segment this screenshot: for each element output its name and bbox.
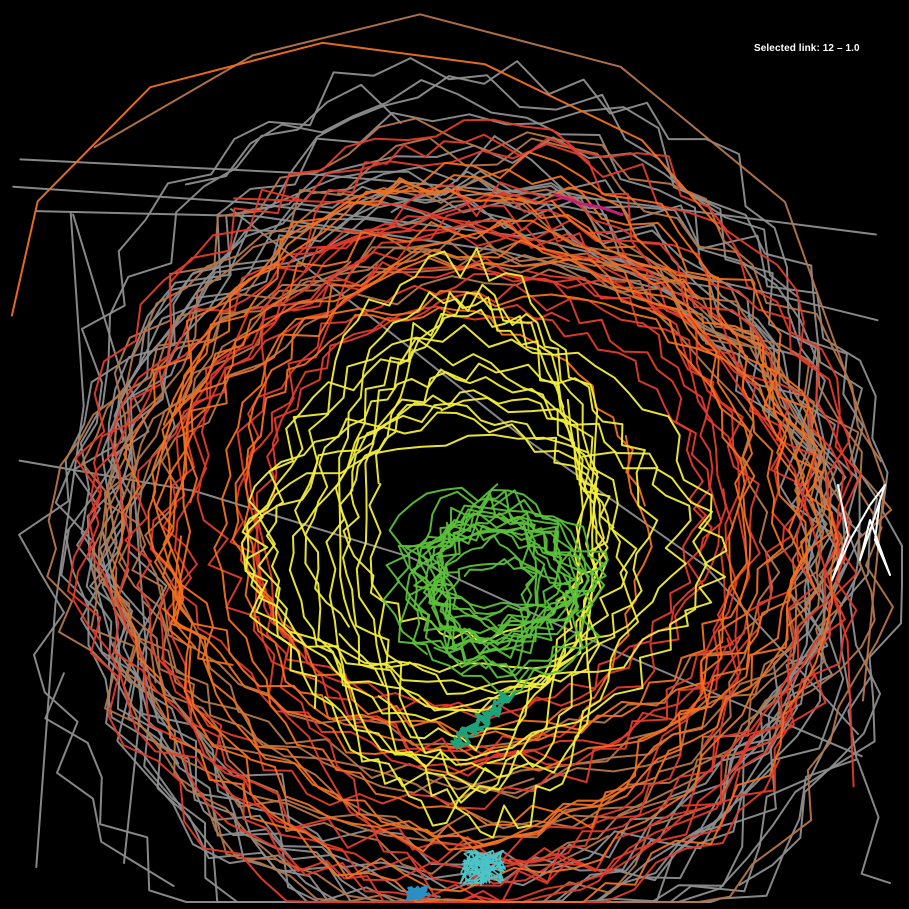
orange-trail [10,41,722,317]
green-trail [441,556,571,644]
cyan-cluster [459,849,506,887]
green-trails [382,483,609,695]
brown-trail [81,176,825,807]
brown-trail [46,240,853,846]
green-trail [425,511,563,615]
yellow-trail [240,397,692,674]
gray-trail [64,178,862,903]
gray-trail [35,211,85,868]
yellow-trail [241,433,728,690]
green-trail [382,483,583,665]
gray-trail [54,57,847,903]
yellow-trail [265,411,628,712]
orange-trail [155,290,833,775]
gray-trail [856,758,891,884]
red-trail [240,304,707,722]
yellow-trail [342,389,611,645]
yellow-trail [338,362,659,695]
orange-trail [161,168,803,847]
green-trail [434,492,538,646]
yellow-trail [245,324,713,761]
brown-trail [93,13,886,702]
orange-trail [152,189,753,853]
orange-trail [111,177,808,893]
orange-trail [147,257,819,738]
brown-trail [104,199,841,835]
yellow-trail [355,291,602,839]
red-trail [257,204,734,866]
yellow-trail [288,402,605,722]
orange-trail [213,219,784,826]
blue-cluster [405,884,431,901]
teal-cluster [450,690,517,750]
yellow-trail [325,308,590,827]
gray-trail [101,106,863,903]
orange-trail [243,239,756,742]
brown-trail [109,137,815,903]
yellow-trail [257,337,640,804]
orange-trails [10,41,839,903]
white-trail [831,484,891,581]
green-trail [405,528,594,679]
green-trail [441,489,535,675]
red-trail [87,219,817,866]
red-trail [253,283,713,757]
magenta-trail [553,192,624,217]
small-clusters [405,192,891,901]
green-trail [413,527,609,610]
green-trail [405,499,607,627]
green-trail [417,523,538,641]
yellow-trail [304,368,608,712]
green-trail [396,504,606,695]
yellow-trails [240,247,728,839]
selected-link-label: Selected link: 12 – 1.0 [754,43,860,54]
green-trail [408,489,588,652]
red-trail [67,143,862,903]
